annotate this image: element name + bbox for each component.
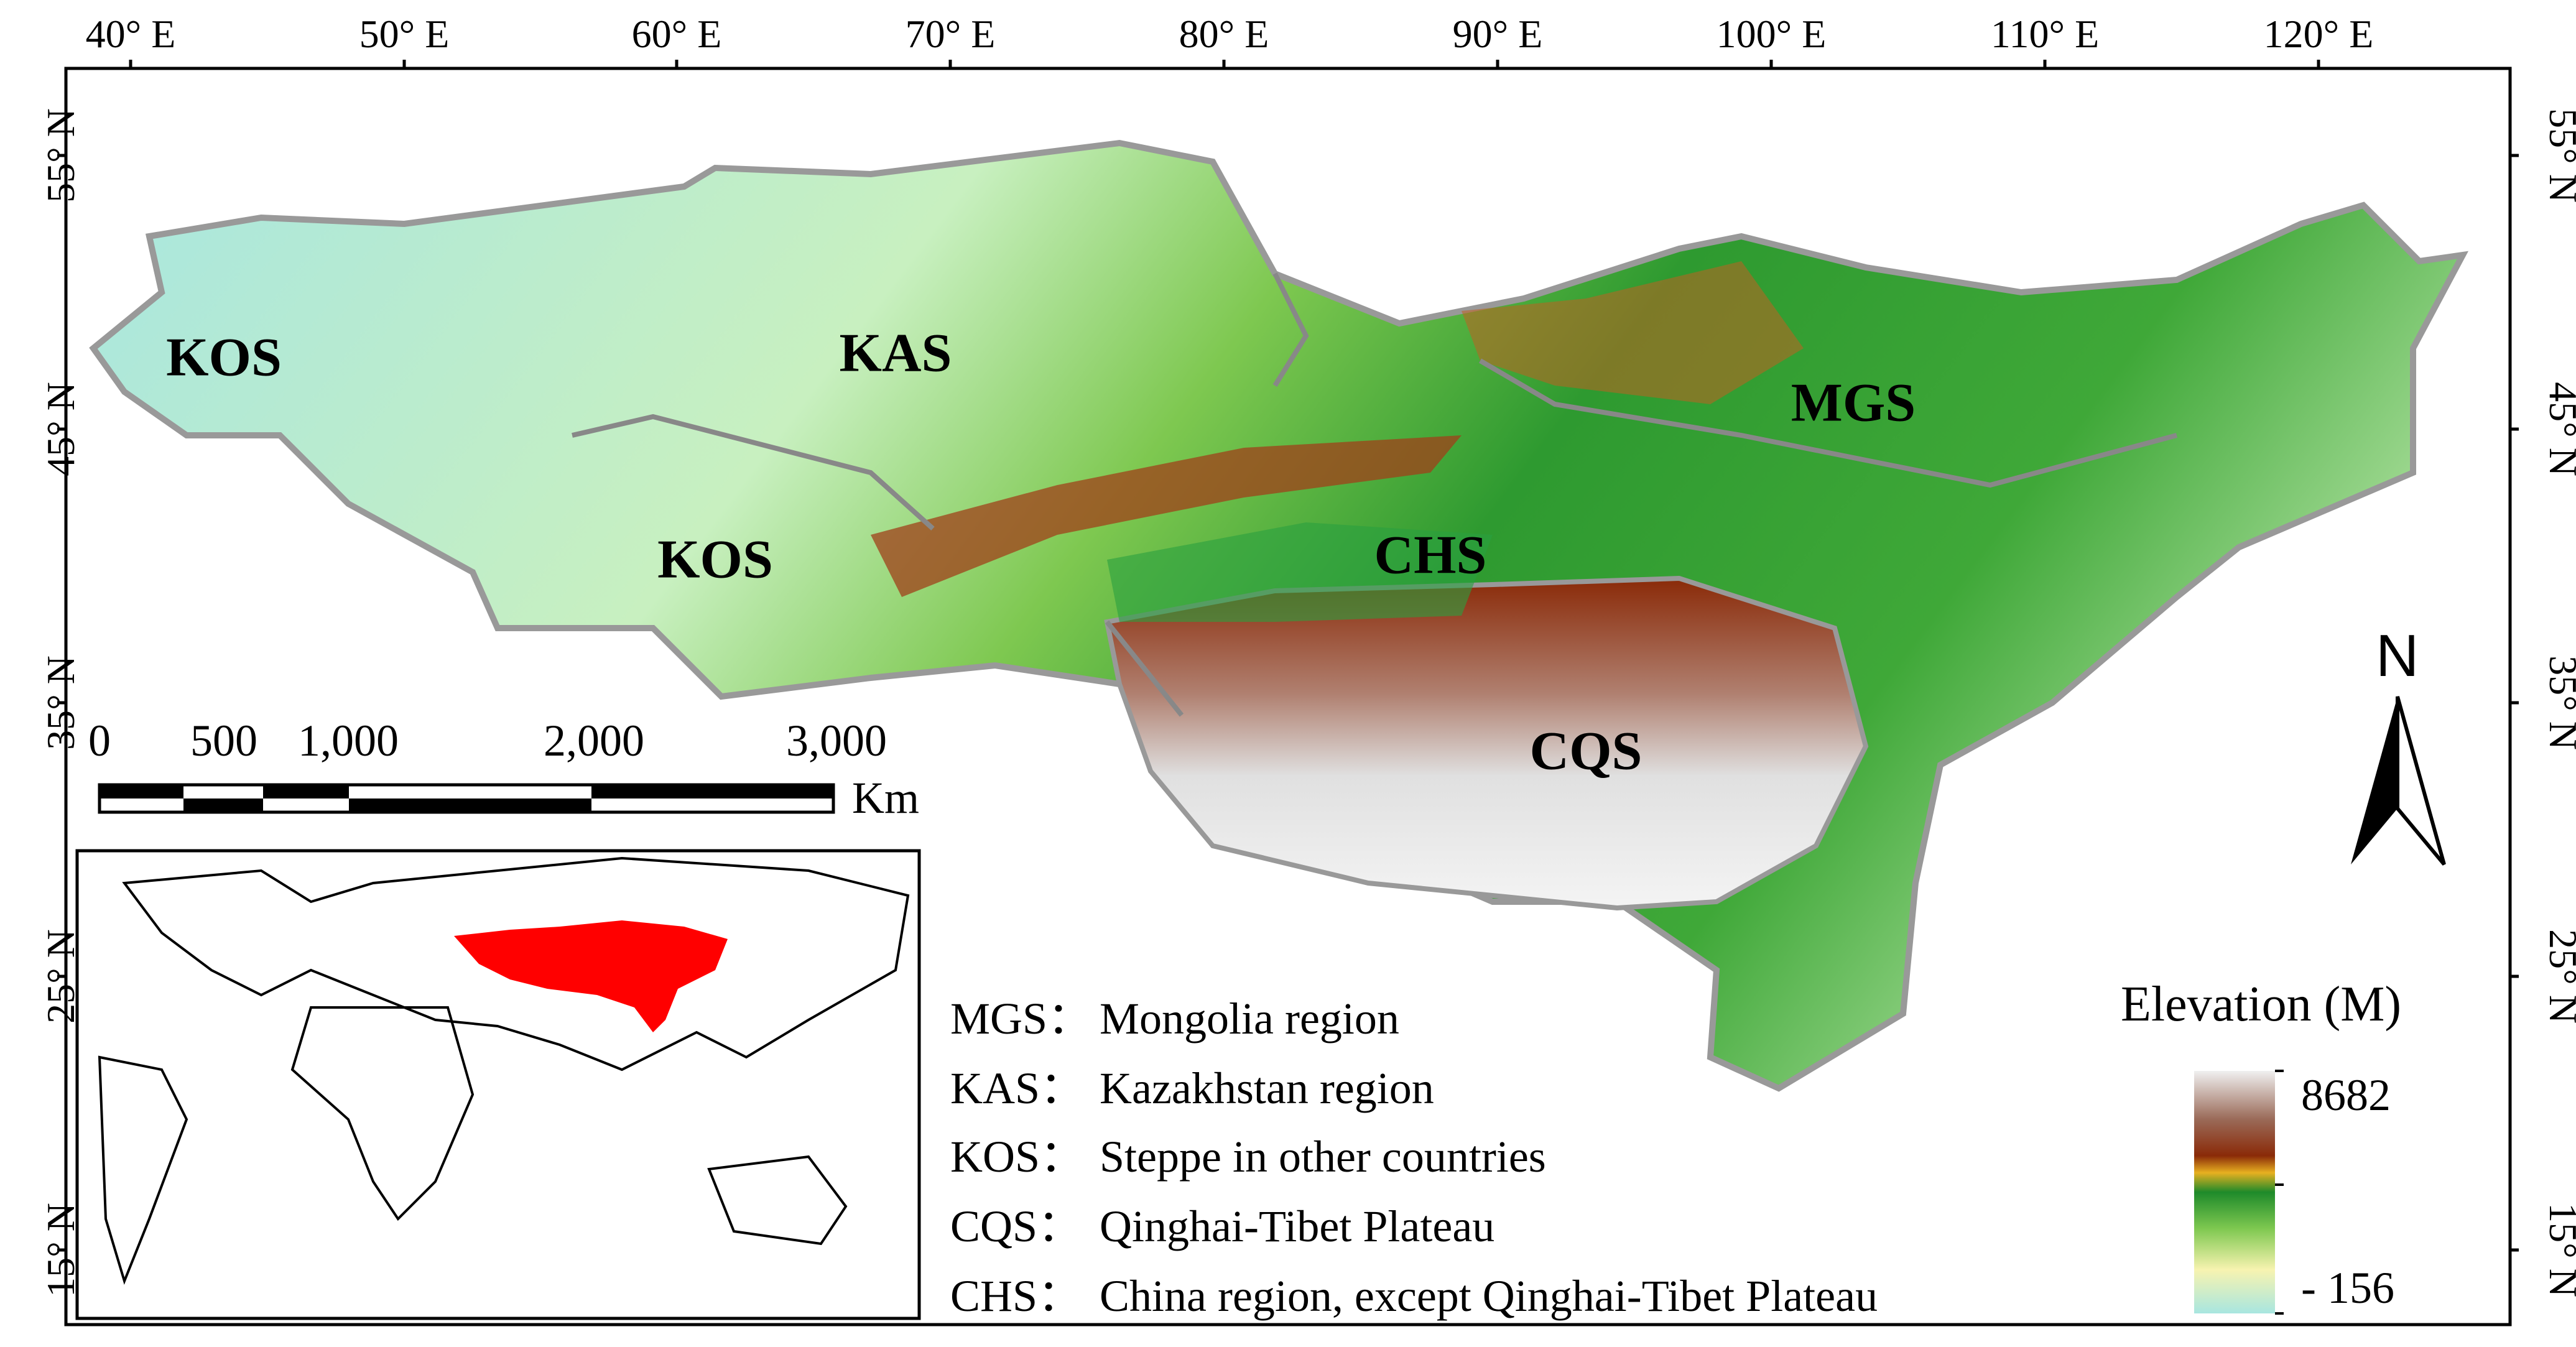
lon-tick: 70° E [905, 12, 996, 56]
legend-code: MGS： [950, 994, 1093, 1044]
legend-item-kas: KAS： Kazakhstan region [950, 1051, 1434, 1116]
north-arrow [2351, 696, 2446, 866]
lat-tick-right: 35° N [2541, 655, 2576, 750]
scale-label: 2,000 [544, 716, 644, 766]
legend-code: CHS： [950, 1271, 1083, 1321]
lon-tick: 40° E [85, 12, 176, 56]
lat-tick-left: 35° N [38, 655, 83, 750]
legend-item-chs: CHS： China region, except Qinghai-Tibet P… [950, 1259, 1878, 1324]
north-label: N [2376, 623, 2419, 689]
right-tick-marks [2510, 154, 2519, 1252]
lat-tick-right: 45° N [2541, 382, 2576, 476]
lat-tick-right: 25° N [2541, 929, 2576, 1024]
left-tick-marks [57, 154, 66, 1252]
region-label-kos-west: KOS [166, 327, 282, 388]
legend-name: Mongolia region [1100, 994, 1399, 1044]
region-label-kos-south: KOS [657, 529, 773, 590]
lon-tick: 60° E [631, 12, 722, 56]
lat-tick-right: 55° N [2541, 108, 2576, 203]
elevation-min: - 156 [2301, 1263, 2394, 1313]
legend-name: Qinghai-Tibet Plateau [1100, 1201, 1495, 1251]
legend-code: KAS： [950, 1063, 1085, 1113]
map-border [64, 67, 2512, 1326]
legend-code: CQS： [950, 1201, 1083, 1251]
tianshan-mountains [871, 435, 1462, 597]
lon-tick: 120° E [2263, 12, 2374, 56]
lat-tick-left: 25° N [38, 929, 83, 1024]
lon-tick: 110° E [1990, 12, 2100, 56]
legend-name: Steppe in other countries [1100, 1132, 1546, 1182]
legend-code: KOS： [950, 1132, 1085, 1182]
lat-tick-right: 15° N [2541, 1203, 2576, 1297]
legend-item-cqs: CQS： Qinghai-Tibet Plateau [950, 1189, 1494, 1254]
scale-label: 1,000 [298, 716, 399, 766]
scale-bar [98, 783, 835, 814]
region-label-cqs: CQS [1529, 721, 1642, 782]
legend-item-mgs: MGS： Mongolia region [950, 981, 1399, 1047]
scale-unit: Km [852, 773, 919, 823]
region-label-kas: KAS [839, 323, 952, 384]
plateau-region-shape [1104, 575, 1869, 911]
legend-name: China region, except Qinghai-Tibet Plate… [1100, 1271, 1878, 1321]
elevation-max: 8682 [2301, 1070, 2391, 1120]
tarim-basin [1107, 522, 1493, 622]
elevation-ticks [2275, 1070, 2284, 1315]
scale-label: 500 [190, 716, 257, 766]
scale-label: 3,000 [786, 716, 887, 766]
inset-map [75, 849, 921, 1320]
lat-tick-left: 55° N [38, 108, 83, 203]
elevation-title: Elevation (M) [2121, 977, 2401, 1032]
legend-name: Kazakhstan region [1100, 1063, 1434, 1113]
legend-item-kos: KOS： Steppe in other countries [950, 1119, 1546, 1185]
lon-tick: 50° E [359, 12, 450, 56]
scale-label: 0 [88, 716, 111, 766]
lon-tick: 90° E [1452, 12, 1543, 56]
elevation-color-bar [2194, 1071, 2275, 1313]
internal-borders [572, 272, 2178, 717]
region-label-chs: CHS [1374, 525, 1487, 586]
lat-tick-left: 45° N [38, 382, 83, 476]
region-label-mgs: MGS [1791, 373, 1916, 433]
inset-highlight [454, 920, 728, 1032]
lon-tick: 80° E [1179, 12, 1269, 56]
lat-tick-left: 15° N [38, 1203, 83, 1297]
altai-mountains [1462, 261, 1804, 404]
lon-tick: 100° E [1716, 12, 1827, 56]
top-tick-marks [129, 60, 2320, 68]
